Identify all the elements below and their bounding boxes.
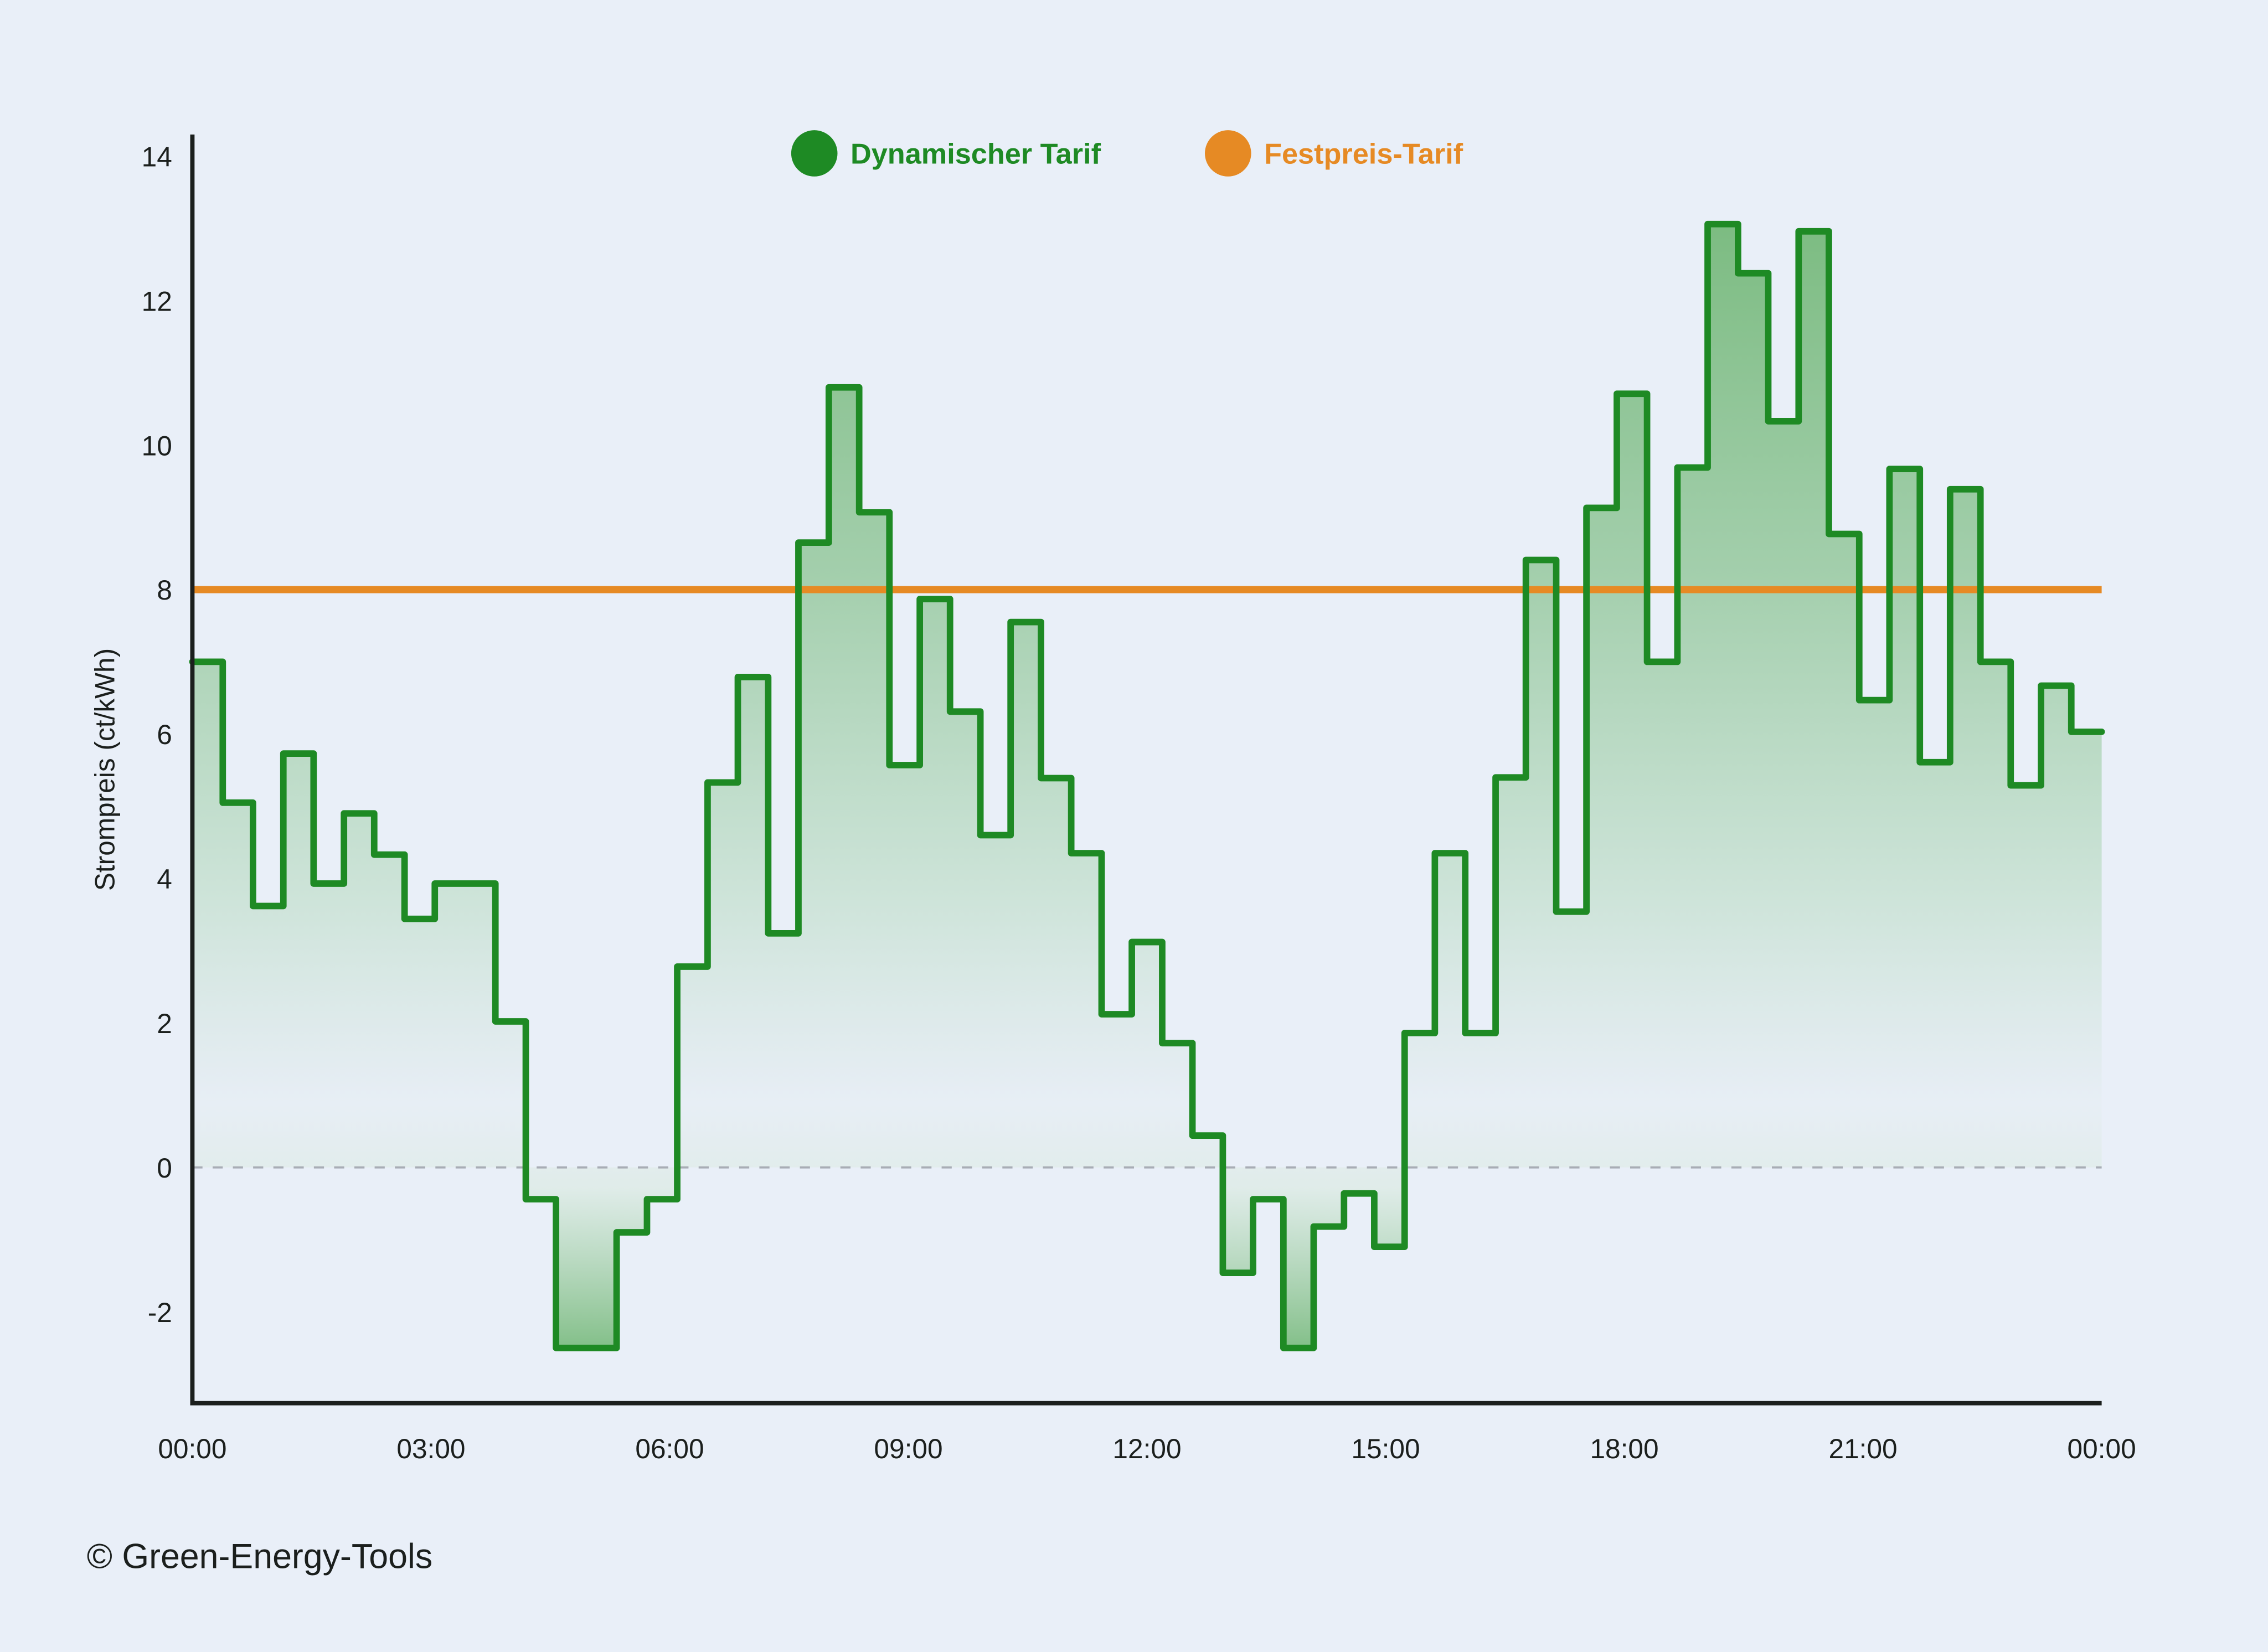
x-tick-label: 09:00 — [874, 1433, 942, 1464]
y-axis-title: Strompreis (ct/kWh) — [89, 648, 120, 891]
x-tick-label: 15:00 — [1351, 1433, 1420, 1464]
y-tick-label: 4 — [157, 864, 172, 895]
dynamic-tariff-line — [189, 220, 2105, 1351]
y-tick-label: 0 — [157, 1153, 172, 1184]
x-tick-label: 18:00 — [1590, 1433, 1658, 1464]
area-fill — [192, 224, 2102, 1348]
y-tick-label: 10 — [142, 430, 172, 461]
x-tick-labels: 00:00 03:00 06:00 09:00 12:00 15:00 18:00 21:00… — [158, 1433, 2136, 1464]
y-tick-label: 2 — [157, 1008, 172, 1039]
legend-marker-dynamic-icon — [791, 130, 838, 177]
x-tick-label: 06:00 — [635, 1433, 704, 1464]
y-tick-label: 12 — [142, 286, 172, 317]
legend-marker-fixed-icon — [1205, 130, 1251, 177]
x-tick-label: 03:00 — [396, 1433, 465, 1464]
copyright-credit: © Green-Energy-Tools — [87, 1537, 432, 1576]
x-tick-label: 12:00 — [1112, 1433, 1181, 1464]
legend-item-fixed[interactable]: Festpreis-Tarif — [1205, 130, 1463, 177]
axes — [190, 135, 2102, 1406]
dynamic-tariff-line-path — [189, 220, 2105, 1351]
x-tick-label: 21:00 — [1828, 1433, 1897, 1464]
y-tick-label: 6 — [157, 719, 172, 750]
y-tick-label: 14 — [142, 141, 172, 172]
dynamic-tariff-area — [192, 224, 2102, 1348]
legend: Dynamischer Tarif Festpreis-Tarif — [791, 130, 1463, 177]
legend-label-dynamic: Dynamischer Tarif — [850, 138, 1101, 170]
x-tick-label: 00:00 — [158, 1433, 226, 1464]
x-tick-label: 00:00 — [2068, 1433, 2136, 1464]
y-tick-label: 8 — [157, 575, 172, 606]
legend-label-fixed: Festpreis-Tarif — [1264, 138, 1463, 170]
legend-item-dynamic[interactable]: Dynamischer Tarif — [791, 130, 1101, 177]
y-tick-labels: -2 0 2 4 6 8 10 12 14 — [142, 141, 172, 1328]
y-tick-label: -2 — [148, 1297, 172, 1328]
